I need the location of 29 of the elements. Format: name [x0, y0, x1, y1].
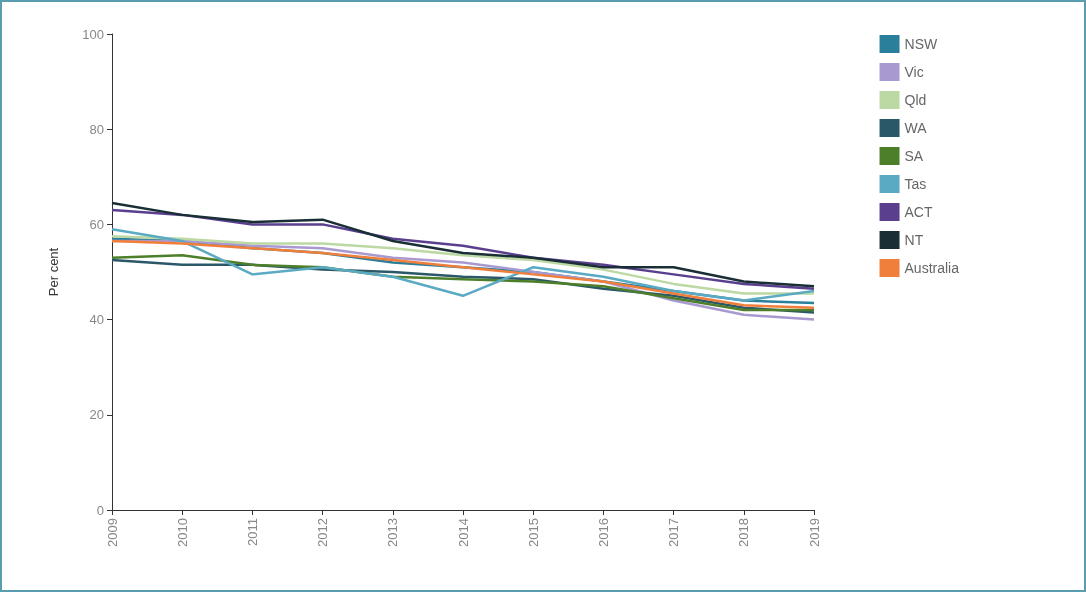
x-tick-label: 2011 — [244, 518, 260, 546]
y-axis-title: Per cent — [46, 247, 61, 297]
line-series — [110, 227, 816, 302]
y-tick-label: 100 — [82, 26, 104, 42]
legend-label: Qld — [904, 92, 927, 108]
x-tick-label: 2012 — [315, 518, 331, 547]
x-tick-label: 2019 — [806, 518, 822, 547]
x-tick-label: 2009 — [104, 518, 120, 547]
x-tick-label: 2013 — [385, 518, 401, 547]
x-tick-label: 2017 — [666, 518, 682, 547]
legend-label: NT — [904, 232, 924, 248]
x-tick-label: 2014 — [455, 518, 471, 547]
legend-label: Australia — [904, 260, 960, 276]
y-tick-label: 60 — [89, 216, 104, 232]
x-tick-label: 2010 — [174, 518, 190, 547]
y-tick-label: 40 — [89, 312, 104, 328]
x-tick-label: 2016 — [595, 518, 611, 547]
x-tick-label: 2018 — [736, 518, 752, 547]
legend-label: WA — [904, 120, 928, 136]
legend-label: SA — [904, 148, 924, 164]
y-tick-label: 20 — [89, 407, 104, 423]
x-tick-label: 2015 — [525, 518, 541, 547]
legend-label: Tas — [904, 176, 927, 192]
legend-label: NSW — [904, 36, 938, 52]
legend-label: ACT — [904, 204, 933, 220]
y-tick-label: 80 — [89, 121, 104, 137]
line-series — [110, 235, 816, 295]
legend-label: Vic — [904, 64, 924, 80]
y-tick-label: 0 — [96, 502, 104, 518]
